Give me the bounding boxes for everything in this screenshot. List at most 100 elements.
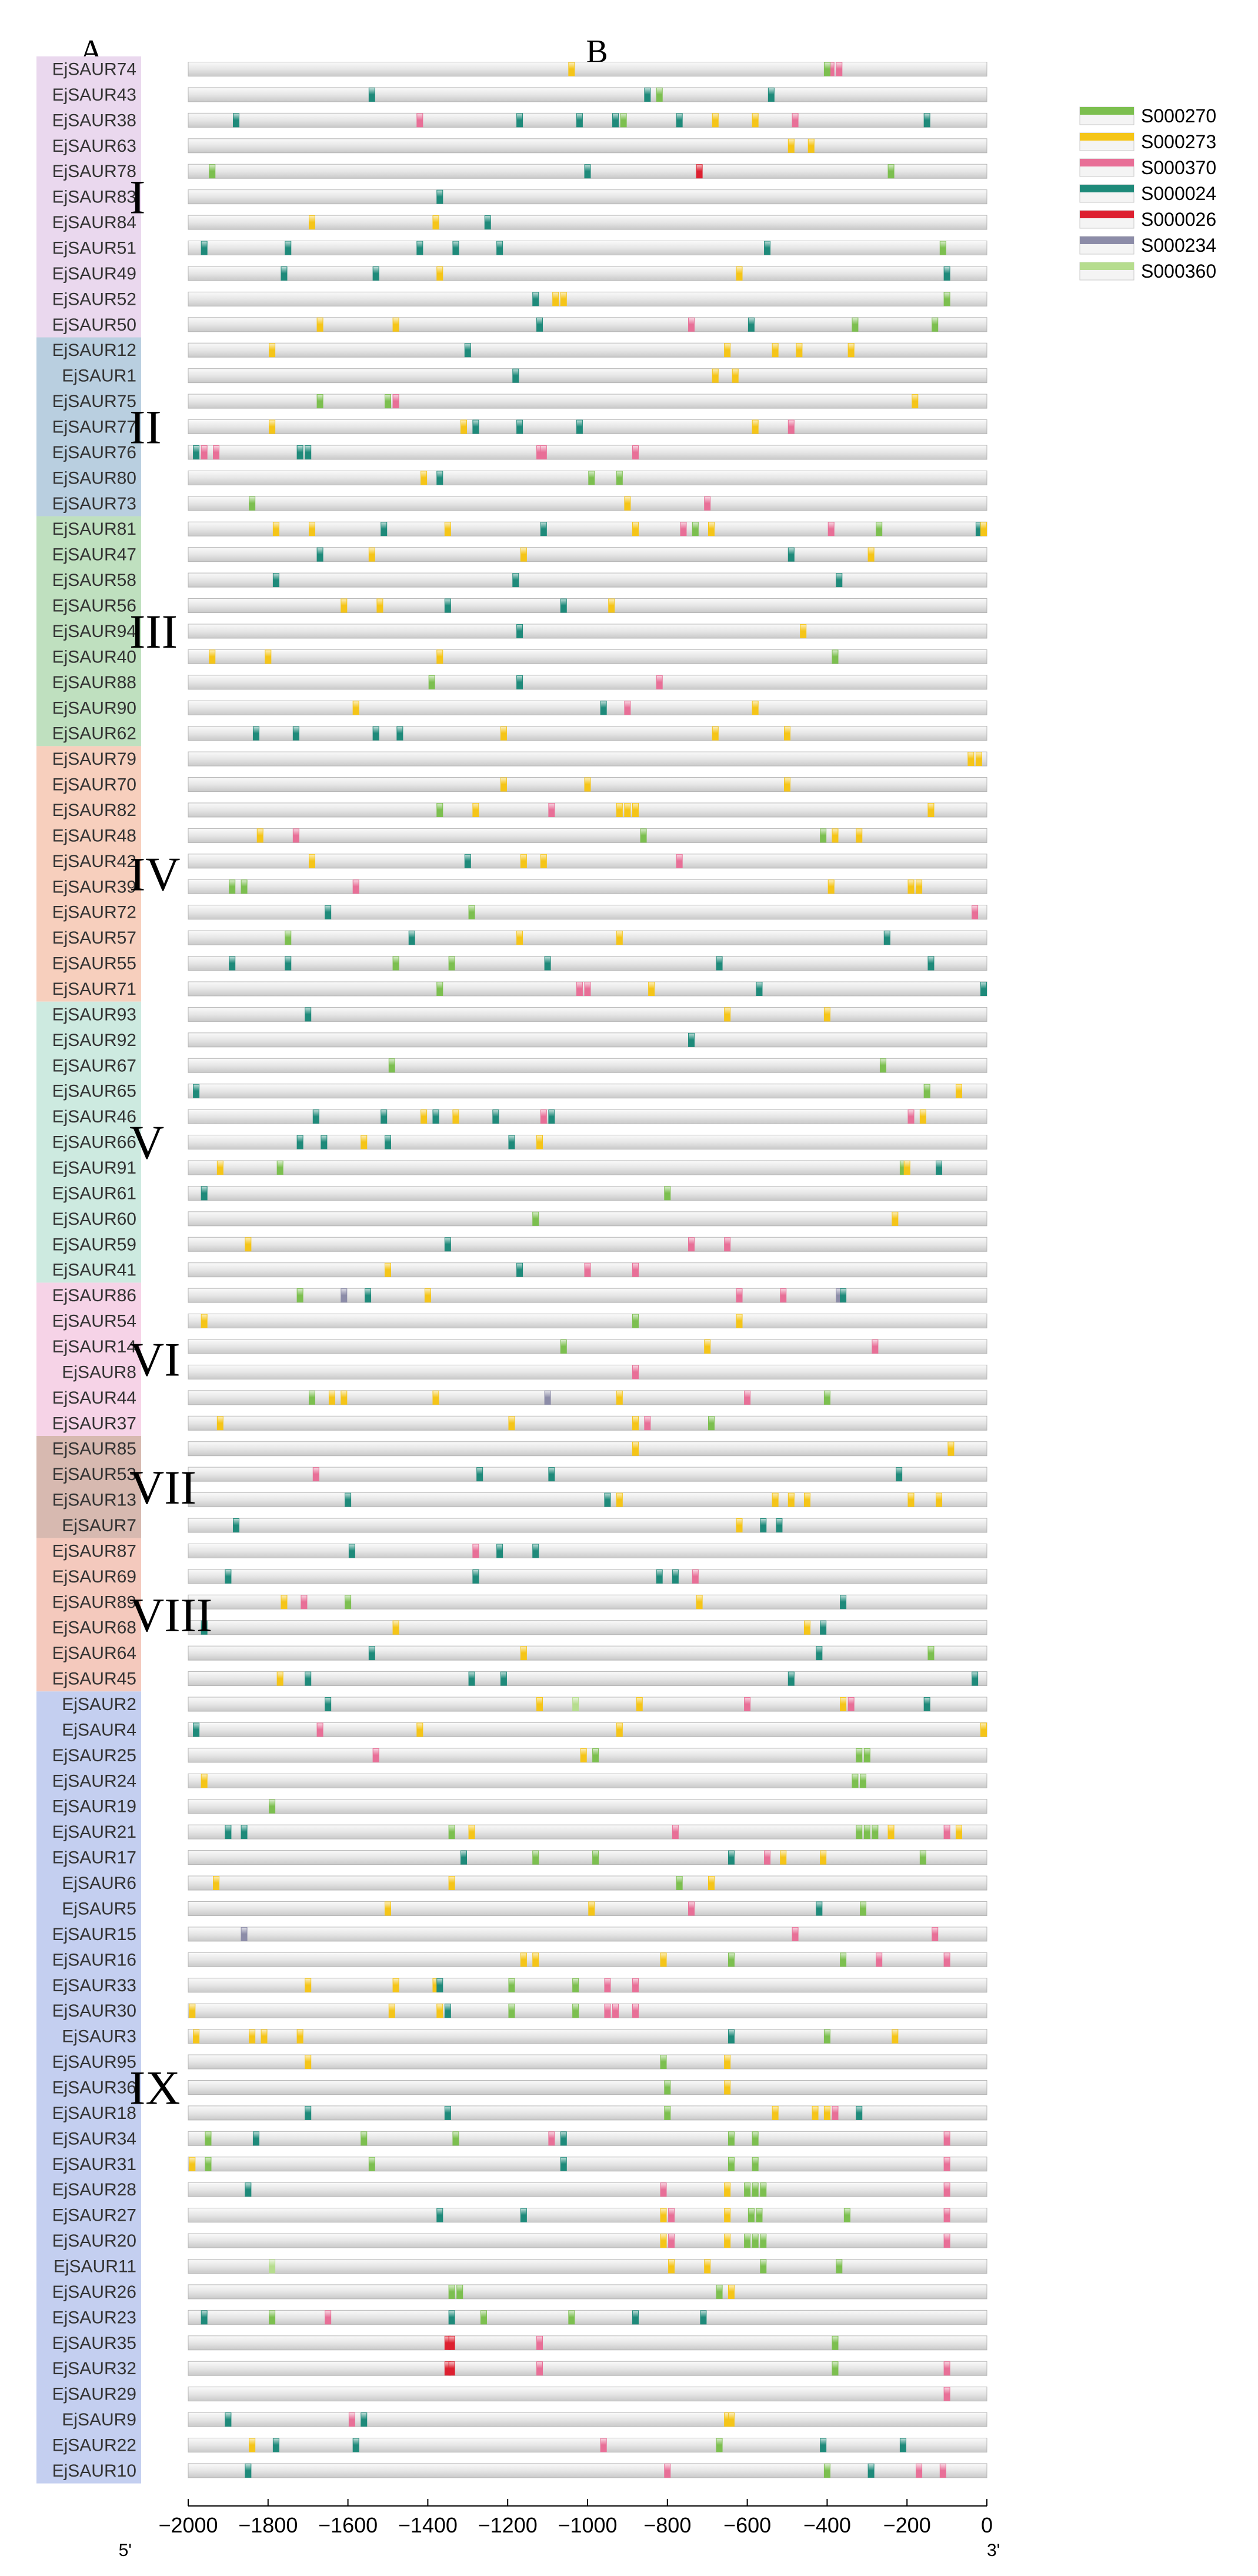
element-site-S000370 <box>632 2004 639 2018</box>
element-site-S000024 <box>201 241 208 255</box>
group-label-VII: VII <box>129 1461 196 1514</box>
element-site-S000024 <box>232 1518 239 1533</box>
element-site-S000024 <box>368 87 375 102</box>
element-site-S000024 <box>516 675 523 689</box>
gene-label: EjSAUR40 <box>52 647 136 667</box>
gene-label: EjSAUR66 <box>52 1133 136 1152</box>
group-label-I: I <box>129 171 145 224</box>
gene-label: EjSAUR67 <box>52 1056 136 1075</box>
group-band-III <box>36 516 141 747</box>
element-site-S000270 <box>752 2182 759 2197</box>
element-site-S000024 <box>688 1032 695 1047</box>
element-site-S000024 <box>201 2310 208 2325</box>
element-site-S000024 <box>312 1109 319 1124</box>
element-site-S000370 <box>943 2157 950 2171</box>
promoter-bar <box>188 2157 987 2172</box>
gene-label: EjSAUR84 <box>52 213 136 232</box>
gene-label: EjSAUR1 <box>62 366 136 386</box>
element-site-S000273 <box>193 2029 200 2044</box>
promoter-bar <box>188 649 987 664</box>
element-site-S000270 <box>448 1825 455 1839</box>
element-site-S000024 <box>716 956 723 971</box>
element-site-S000024 <box>444 2004 451 2018</box>
gene-label: EjSAUR87 <box>52 1541 136 1561</box>
element-site-S000024 <box>560 2131 567 2146</box>
element-site-S000370 <box>316 1722 323 1737</box>
element-site-S000270 <box>860 1901 867 1916</box>
element-site-S000270 <box>676 1876 683 1891</box>
gene-label: EjSAUR39 <box>52 877 136 897</box>
element-site-S000024 <box>816 1901 823 1916</box>
legend-label: S000273 <box>1141 131 1216 152</box>
element-site-S000270 <box>856 1748 863 1762</box>
element-site-S000024 <box>500 1671 507 1686</box>
legend-item: S000026 <box>1079 209 1216 230</box>
promoter-bar <box>188 1160 987 1175</box>
gene-label: EjSAUR77 <box>52 418 136 437</box>
element-site-S000273 <box>388 2004 395 2018</box>
element-site-S000273 <box>784 777 790 792</box>
promoter-bar <box>188 1927 987 1942</box>
gene-label: EjSAUR58 <box>52 571 136 590</box>
element-site-S000273 <box>752 113 759 128</box>
gene-label: EjSAUR37 <box>52 1414 136 1433</box>
element-site-S000270 <box>572 2004 579 2018</box>
gene-label: EjSAUR71 <box>52 979 136 999</box>
x-tick-label: −200 <box>883 2513 931 2537</box>
element-site-S000270 <box>744 2182 751 2197</box>
element-site-S000273 <box>256 828 263 843</box>
element-site-S000024 <box>896 1467 903 1482</box>
element-site-S000024 <box>760 1518 767 1533</box>
element-site-S000024 <box>193 445 200 459</box>
gene-label: EjSAUR29 <box>52 2385 136 2404</box>
element-site-S000024 <box>544 956 551 971</box>
element-site-S000273 <box>800 624 807 638</box>
element-site-S000273 <box>696 1595 703 1609</box>
element-site-S000270 <box>385 394 391 409</box>
element-site-S000273 <box>632 522 639 536</box>
element-site-S000273 <box>840 1697 847 1712</box>
element-site-S000273 <box>249 2029 256 2044</box>
element-site-S000024 <box>245 2463 252 2478</box>
element-site-S000024 <box>516 419 523 434</box>
element-site-S000273 <box>724 2055 731 2070</box>
promoter-bar <box>188 700 987 715</box>
promoter-bar <box>188 1084 987 1099</box>
gene-label: EjSAUR38 <box>52 111 136 130</box>
gene-label: EjSAUR43 <box>52 85 136 105</box>
element-site-S000273 <box>912 394 919 409</box>
gene-label: EjSAUR2 <box>62 1695 136 1714</box>
group-band-IV <box>36 746 141 1002</box>
gene-label: EjSAUR20 <box>52 2231 136 2251</box>
legend-label: S000360 <box>1141 261 1216 282</box>
element-site-S000024 <box>936 1160 943 1175</box>
legend-item: S000024 <box>1079 183 1216 204</box>
gene-label: EjSAUR81 <box>52 519 136 539</box>
element-site-S000024 <box>560 598 567 613</box>
element-site-S000370 <box>972 905 979 919</box>
element-site-S000273 <box>955 1084 962 1098</box>
gene-label: EjSAUR91 <box>52 1158 136 1178</box>
element-site-S000273 <box>636 1697 643 1712</box>
gene-label: EjSAUR45 <box>52 1669 136 1689</box>
element-site-S000024 <box>672 1569 679 1584</box>
promoter-bar <box>188 751 987 767</box>
element-site-S000270 <box>856 1825 863 1839</box>
element-site-S000024 <box>840 1595 847 1609</box>
element-site-S000370 <box>724 1237 731 1252</box>
element-site-S000370 <box>736 1288 743 1303</box>
element-site-S000024 <box>381 522 388 536</box>
gene-label: EjSAUR46 <box>52 1107 136 1127</box>
element-site-S000273 <box>736 1314 743 1328</box>
group-band-VI <box>36 1282 141 1437</box>
element-site-S000273 <box>724 1007 731 1022</box>
element-site-S000270 <box>640 828 647 843</box>
gene-label: EjSAUR13 <box>52 1491 136 1510</box>
element-site-S000273 <box>216 1416 223 1431</box>
element-site-S000024 <box>432 1109 439 1124</box>
element-site-S000270 <box>285 931 292 945</box>
promoter-bar <box>188 598 987 614</box>
gene-label: EjSAUR21 <box>52 1822 136 1842</box>
element-site-S000024 <box>508 1135 515 1149</box>
gene-label: EjSAUR10 <box>52 2461 136 2481</box>
